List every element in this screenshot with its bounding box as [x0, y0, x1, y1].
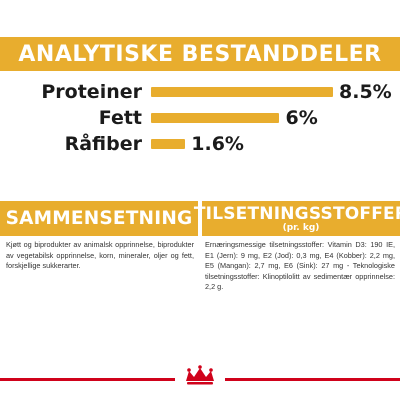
analysis-header-bar: ANALYTISKE BESTANDDELER [0, 37, 400, 71]
nutrient-value-fiber: 1.6% [191, 133, 244, 155]
nutrient-row-protein: Proteiner 8.5% [0, 79, 400, 105]
analysis-title: ANALYTISKE BESTANDDELER [18, 41, 382, 67]
nutrient-row-fat: Fett 6% [0, 105, 400, 131]
nutrient-label-protein: Proteiner [41, 81, 142, 103]
composition-header-bar: SAMMENSETNING [0, 201, 198, 236]
nutrient-row-fiber: Råfiber 1.6% [0, 131, 400, 157]
nutrient-bar-fat [151, 113, 280, 123]
nutrient-label-fat: Fett [98, 107, 142, 129]
nutrient-label-fiber: Råfiber [64, 133, 142, 155]
composition-title: SAMMENSETNING [5, 207, 193, 229]
nutrient-value-fat: 6% [285, 107, 318, 129]
additives-header-bar: TILSETNINGSSTOFFER (pr. kg) [194, 201, 400, 236]
nutrient-bar-fiber [151, 139, 186, 149]
additives-text: Ernæringsmessige tilsetningsstoffer: Vit… [205, 240, 395, 291]
nutrient-value-protein: 8.5% [339, 81, 392, 103]
nutrient-bar-protein [151, 87, 333, 97]
additives-subtitle: (pr. kg) [282, 222, 320, 233]
composition-text: Kjøtt og biprodukter av animalsk opprinn… [6, 240, 194, 270]
additives-title: TILSETNINGSSTOFFER [193, 203, 400, 224]
crown-logo-icon [175, 362, 225, 388]
